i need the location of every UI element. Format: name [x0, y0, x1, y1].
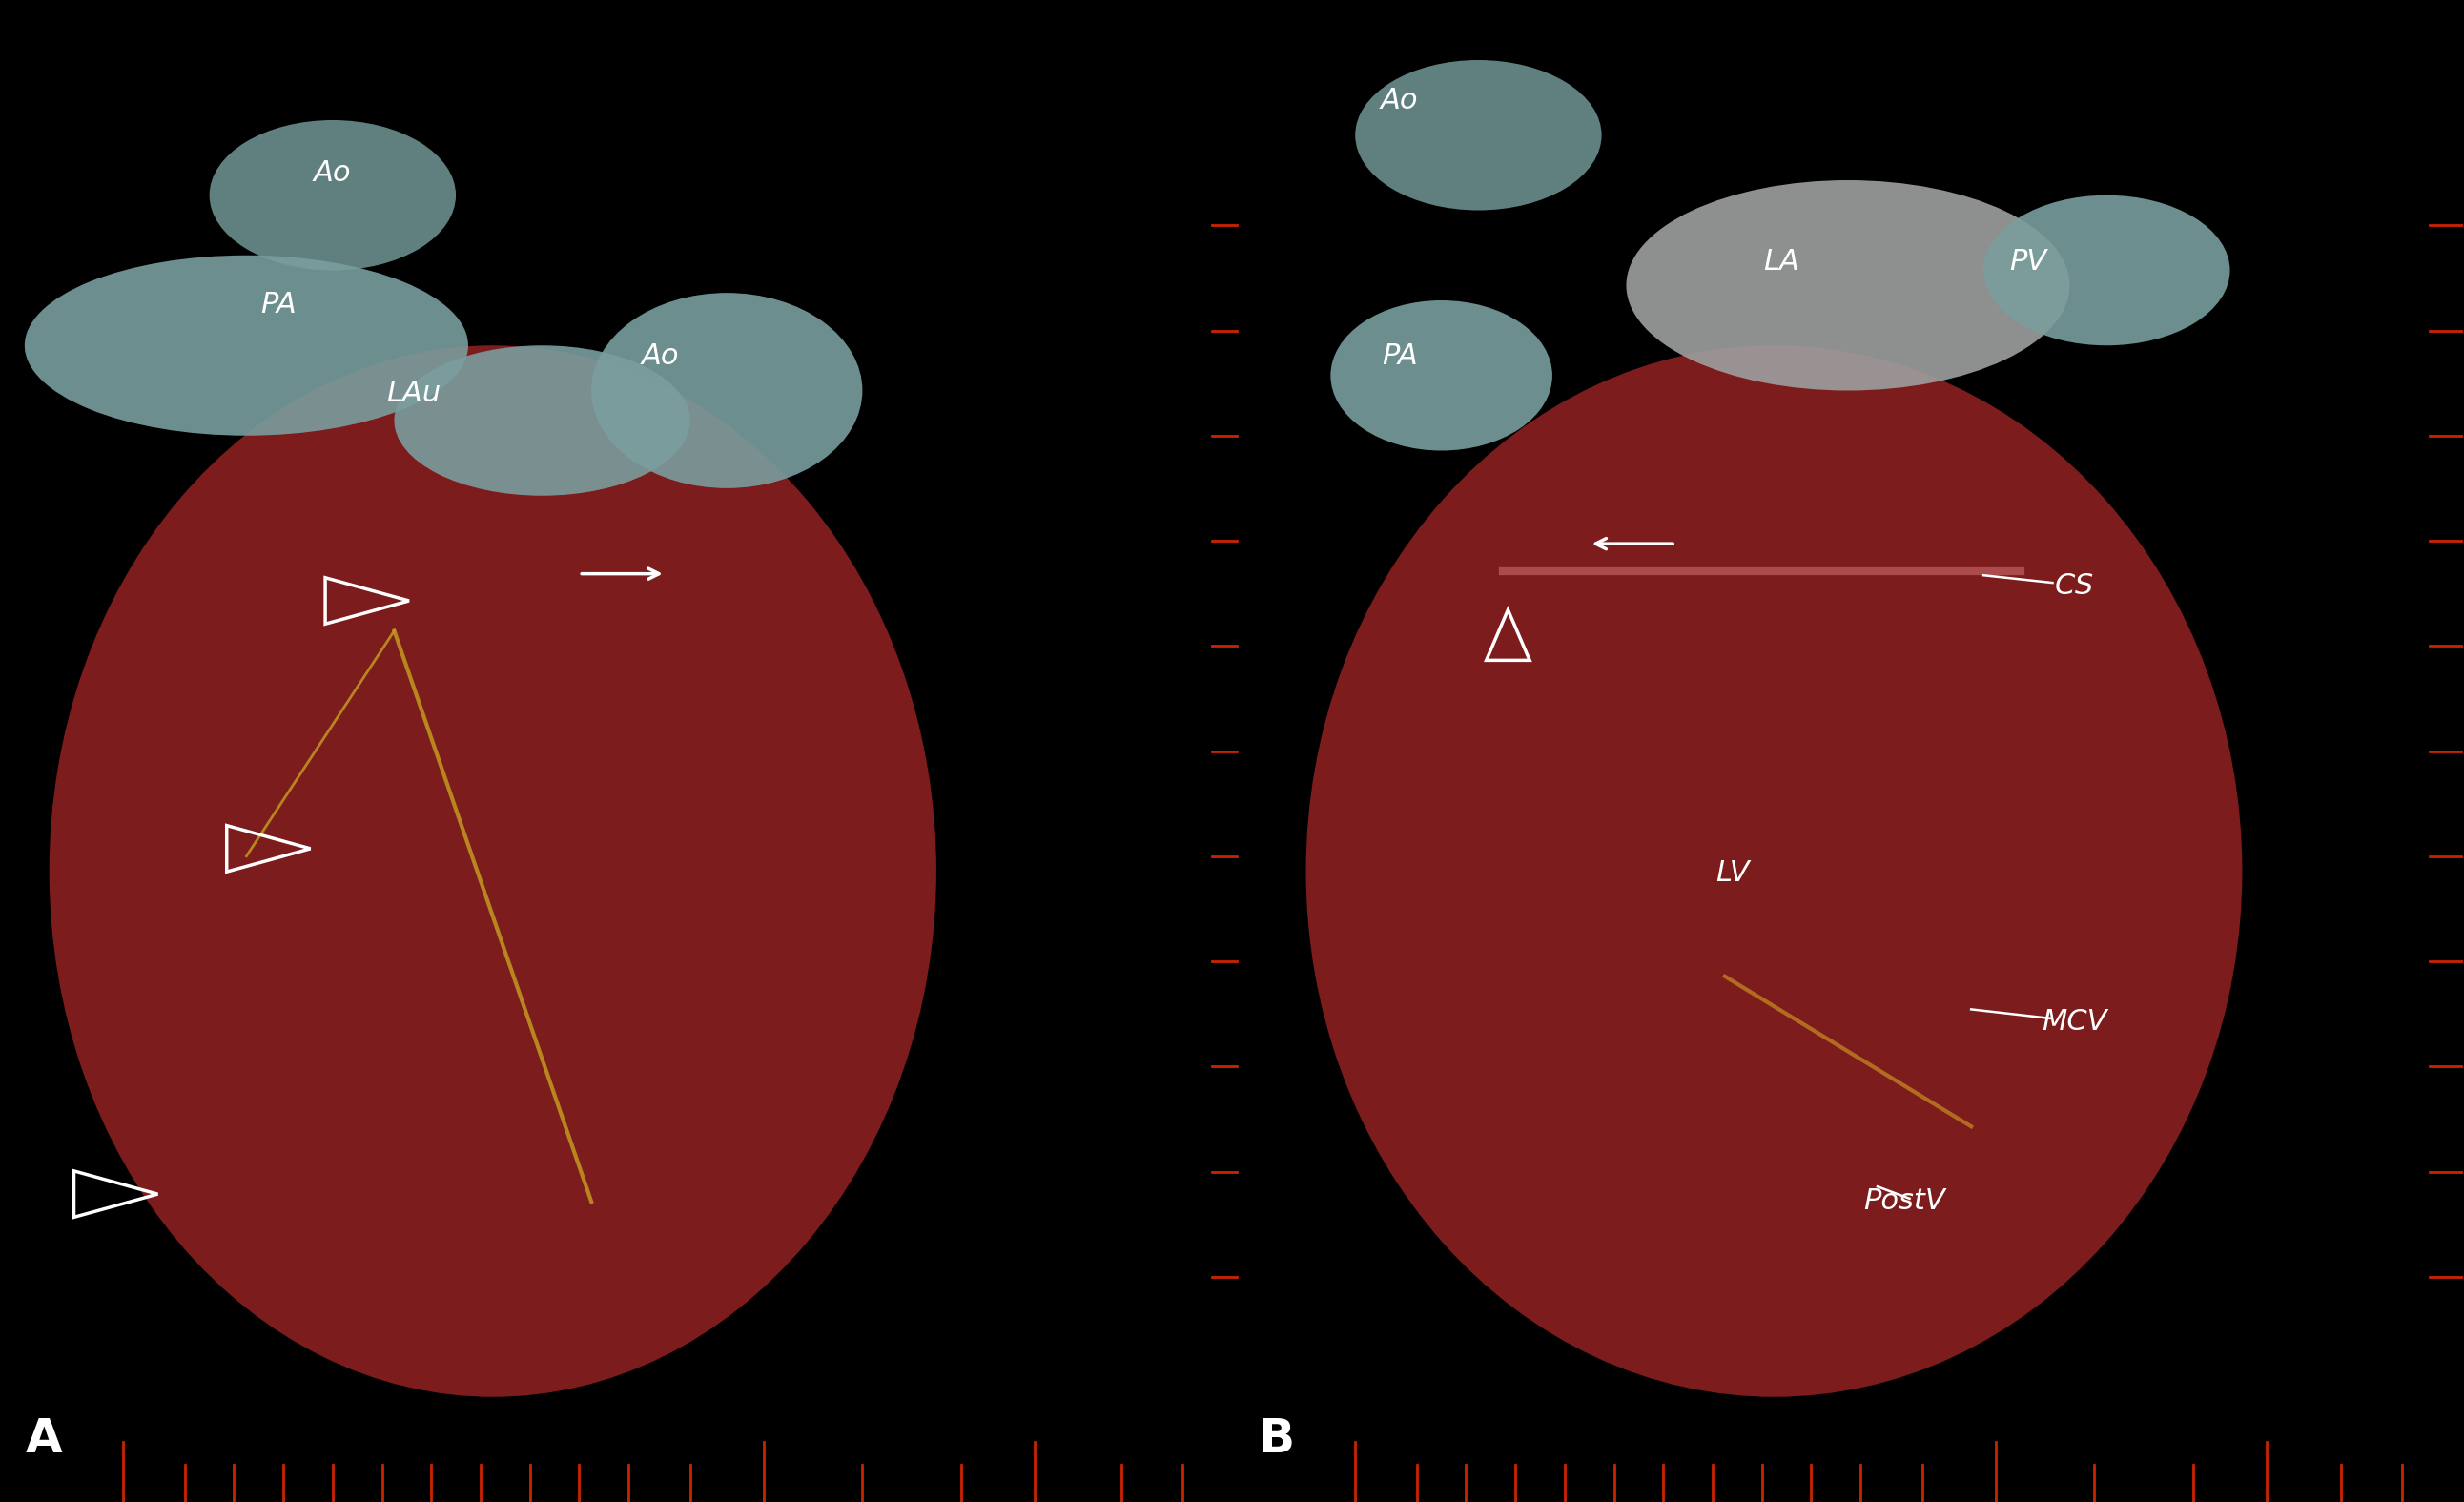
Text: PA: PA	[261, 291, 296, 318]
Text: LA: LA	[1764, 248, 1799, 275]
Ellipse shape	[1626, 180, 2070, 391]
Ellipse shape	[25, 255, 468, 436]
Ellipse shape	[394, 345, 690, 496]
Text: Ao: Ao	[1380, 87, 1419, 114]
Text: PostV: PostV	[1863, 1188, 1947, 1215]
Ellipse shape	[1331, 300, 1552, 451]
Text: PV: PV	[2008, 248, 2048, 275]
Text: B: B	[1259, 1416, 1294, 1461]
Text: MCV: MCV	[2043, 1008, 2107, 1035]
Text: PA: PA	[1382, 342, 1417, 369]
Text: A: A	[27, 1416, 62, 1461]
Ellipse shape	[1306, 345, 2242, 1397]
Text: Ao: Ao	[313, 159, 352, 186]
Ellipse shape	[1355, 60, 1602, 210]
Ellipse shape	[209, 120, 456, 270]
Text: CS: CS	[2055, 572, 2094, 599]
Text: LV: LV	[1715, 859, 1749, 886]
Text: LAu: LAu	[387, 380, 441, 407]
Ellipse shape	[591, 293, 862, 488]
Ellipse shape	[49, 345, 936, 1397]
Ellipse shape	[1984, 195, 2230, 345]
Text: Ao: Ao	[641, 342, 680, 369]
